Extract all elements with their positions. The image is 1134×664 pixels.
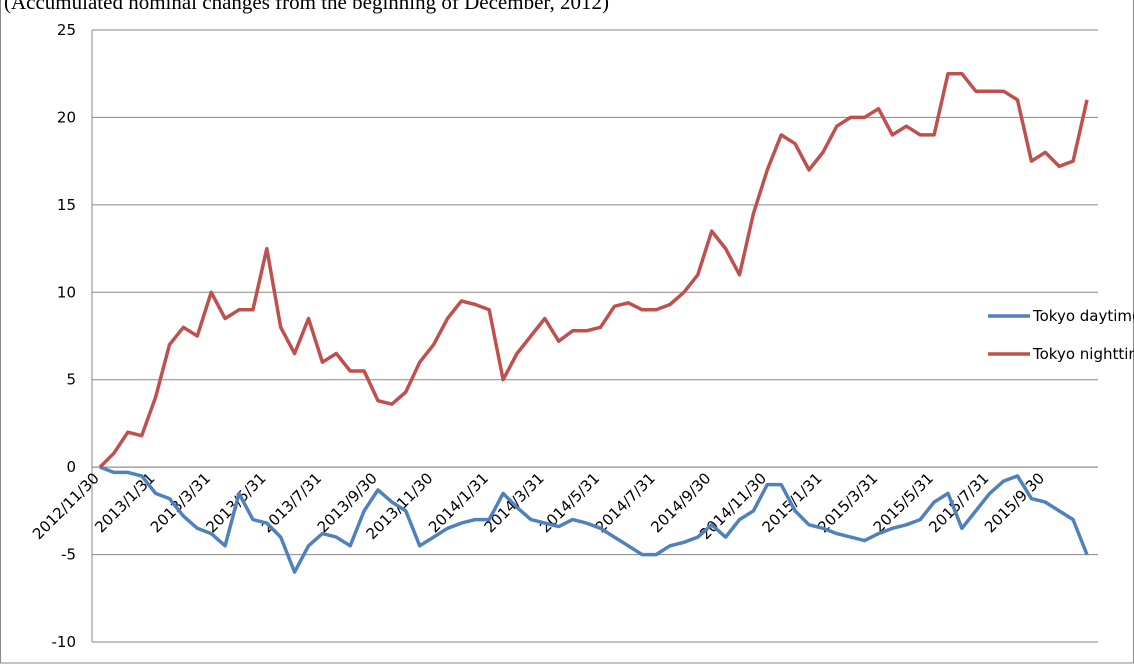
y-tick-label: -10 bbox=[52, 633, 77, 651]
y-tick-label: -5 bbox=[61, 546, 76, 564]
y-tick-label: 0 bbox=[66, 458, 76, 476]
y-tick-label: 15 bbox=[57, 196, 76, 214]
chart-title: (Accumulated nominal changes from the be… bbox=[4, 0, 609, 14]
y-tick-label: 20 bbox=[57, 108, 76, 126]
legend-label: Tokyo daytime bbox=[1032, 307, 1134, 325]
series-line bbox=[98, 71, 1089, 469]
legend-label: Tokyo nighttime bbox=[1032, 345, 1134, 363]
y-tick-label: 25 bbox=[57, 21, 76, 39]
y-tick-label: 10 bbox=[57, 283, 76, 301]
y-tick-label: 5 bbox=[66, 371, 76, 389]
series-line bbox=[99, 465, 1089, 574]
x-tick-label: 2015/9/30 bbox=[981, 469, 1048, 536]
